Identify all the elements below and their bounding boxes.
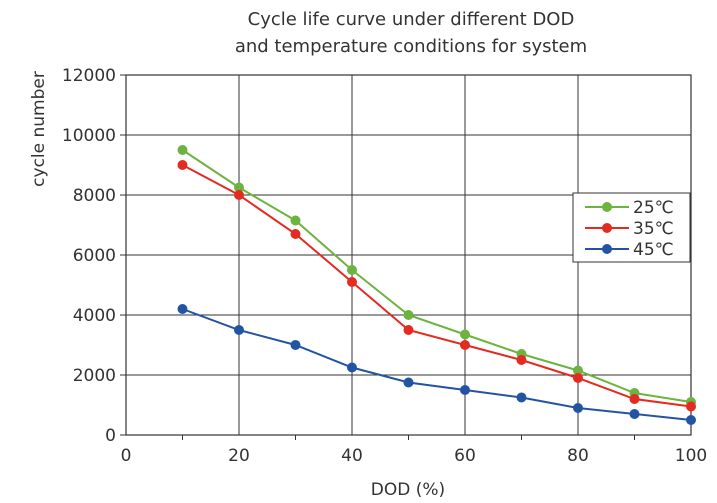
data-point — [516, 355, 527, 365]
data-point — [573, 403, 583, 413]
data-point — [234, 190, 244, 200]
data-point — [686, 401, 696, 412]
x-tick-label: 0 — [121, 446, 132, 466]
data-point — [629, 394, 640, 404]
data-point — [290, 340, 301, 350]
x-tick-label: 20 — [228, 446, 250, 466]
y-tick-label: 10000 — [62, 126, 116, 146]
data-point — [460, 385, 470, 395]
chart-title-line-1: Cycle life curve under different DOD — [248, 9, 575, 30]
data-point — [629, 409, 640, 419]
data-point — [403, 310, 414, 320]
y-tick-label: 2000 — [73, 366, 116, 386]
x-axis-title: DOD (%) — [371, 480, 445, 500]
data-point — [177, 145, 188, 155]
data-point — [516, 392, 527, 403]
x-tick-label: 60 — [454, 446, 476, 466]
legend-label: 35℃ — [633, 219, 674, 239]
data-point — [177, 304, 188, 314]
series-line — [182, 308, 692, 421]
series-line — [182, 164, 692, 408]
data-point — [686, 415, 696, 425]
data-point — [234, 325, 244, 335]
series-group — [177, 145, 696, 425]
legend: 25℃35℃45℃ — [572, 192, 691, 263]
x-tick-label: 100 — [675, 446, 707, 466]
data-point — [347, 362, 357, 373]
data-point — [460, 340, 470, 350]
data-point — [234, 182, 244, 193]
data-point — [403, 377, 414, 388]
data-point — [573, 365, 583, 376]
data-point — [460, 329, 470, 340]
y-axis-title: cycle number — [29, 71, 49, 187]
legend-label: 25℃ — [633, 198, 674, 218]
chart-title-line-2: and temperature conditions for system — [235, 36, 587, 57]
data-point — [347, 277, 357, 287]
data-point — [290, 229, 301, 239]
legend-swatch-marker — [602, 244, 612, 254]
y-tick-label: 6000 — [73, 246, 116, 266]
series-line — [181, 149, 692, 403]
y-tick-label: 12000 — [62, 66, 116, 86]
y-tick-label: 8000 — [73, 186, 116, 206]
legend-swatch-marker — [602, 202, 612, 212]
data-point — [177, 160, 188, 170]
y-tick-label: 0 — [105, 426, 116, 446]
axis-ticks: 0 20 40 60 80 100 0 2000 4000 6000 8000 10000 12000 — [62, 66, 707, 466]
data-point — [403, 325, 414, 335]
data-point — [290, 215, 301, 226]
x-tick-label: 40 — [341, 446, 363, 466]
x-tick-label: 80 — [567, 446, 589, 466]
data-point — [573, 373, 583, 383]
legend-swatch-marker — [602, 223, 612, 233]
legend-label: 45℃ — [633, 240, 674, 260]
y-tick-label: 4000 — [73, 306, 116, 326]
data-point — [347, 265, 357, 275]
